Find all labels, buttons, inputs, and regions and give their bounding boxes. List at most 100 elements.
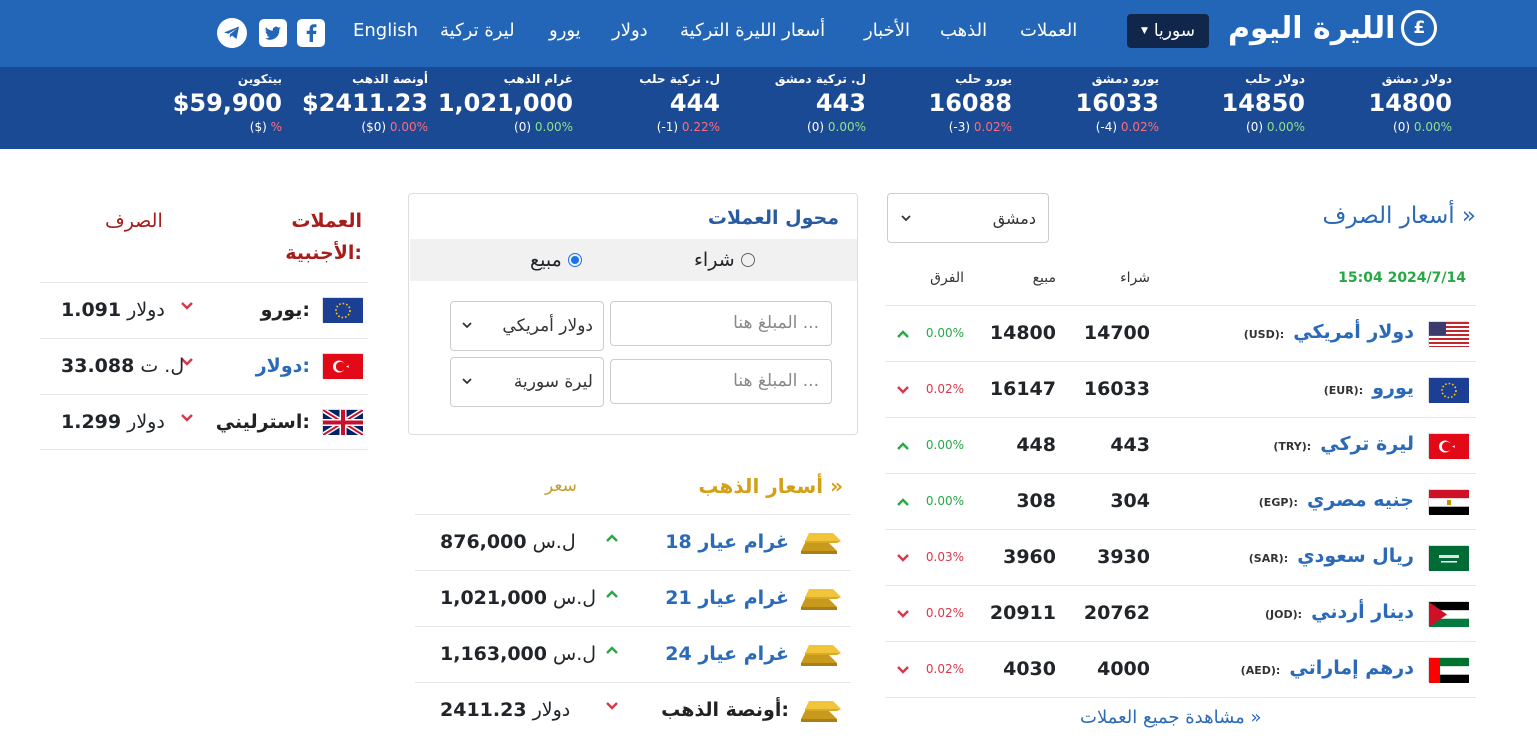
change-pct: 0.00% <box>925 437 964 452</box>
foreign-name: يورو: <box>260 299 310 321</box>
telegram-icon[interactable] <box>217 18 247 48</box>
ticker-value: 443 <box>815 89 866 117</box>
twitter-icon[interactable] <box>258 18 288 48</box>
ticker-item[interactable]: بيتكوين $59,900 ($) % <box>142 72 282 134</box>
menu-dollar[interactable]: دولار <box>612 20 648 41</box>
ticker-item[interactable]: دولار دمشق 14800 (0) 0.00% <box>1312 72 1453 134</box>
gold-unit: ل.س <box>553 643 597 665</box>
arrow-up-icon <box>896 492 910 511</box>
view-all-currencies-link[interactable]: مشاهدة جميع العملات » <box>1080 707 1262 728</box>
amount-input-to[interactable]: المبلغ هنا ... <box>610 359 832 404</box>
ticker-item[interactable]: أونصة الذهب $2411.23 ($0) 0.00% <box>268 72 428 134</box>
ticker-delta: (-4) <box>1095 120 1118 134</box>
gold-prices-title[interactable]: أسعار الذهب » <box>698 474 843 498</box>
foreign-row[interactable]: يورو: دولار 1.091 <box>40 282 368 338</box>
ticker-pct: 0.22% <box>681 120 720 134</box>
menu-gold[interactable]: الذهب <box>940 20 988 41</box>
buy-radio[interactable]: شراء <box>694 249 755 271</box>
gold-unit: دولار <box>532 699 571 721</box>
menu-english[interactable]: English <box>353 20 418 41</box>
foreign-row[interactable]: دولار: ل. ت 33.088 <box>40 338 368 394</box>
gold-row[interactable]: غرام عيار 24 ل.س 1,163,000 <box>415 626 851 682</box>
change-pct: 0.03% <box>925 549 964 564</box>
foreign-name: استرليني: <box>215 411 310 433</box>
ticker-item[interactable]: غرام الذهب 1,021,000 (0) 0.00% <box>393 72 573 134</box>
arrow-down-icon <box>896 380 910 399</box>
buy-label: شراء <box>694 249 735 271</box>
currency-row[interactable]: (AED): درهم إماراتي 4000 4030 0.02% <box>886 642 1476 698</box>
menu-turkish-lira-prices[interactable]: أسعار الليرة التركية <box>680 20 826 41</box>
currency-select-from[interactable]: دولار أمريكي <box>450 301 604 351</box>
currency-name: دينار أردني <box>1311 600 1414 623</box>
rates-rows: (USD): دولار أمريكي 14700 14800 0.00% (E… <box>886 306 1476 698</box>
gold-row[interactable]: أونصة الذهب: دولار 2411.23 <box>415 682 851 738</box>
arrow-down-icon <box>605 695 619 716</box>
ticker-item[interactable]: دولار حلب 14850 (0) 0.00% <box>1165 72 1306 134</box>
currency-code: (SAR): <box>1248 551 1289 565</box>
ticker-delta: ($) <box>249 120 267 134</box>
facebook-icon[interactable] <box>296 18 326 48</box>
exchange-rates-panel: أسعار الصرف » دمشق 15:04 2024/7/14 شراء … <box>886 193 1476 698</box>
ticker-value: 16088 <box>928 89 1013 117</box>
ticker-pct: 0.02% <box>973 120 1012 134</box>
flag-jo-icon <box>1428 600 1469 627</box>
gold-row[interactable]: غرام عيار 21 ل.س 1,021,000 <box>415 570 851 626</box>
currency-name: ريال سعودي <box>1297 544 1414 567</box>
ticker-item[interactable]: يورو دمشق 16033 (-4) 0.02% <box>1019 72 1160 134</box>
arrow-down-icon <box>896 604 910 623</box>
flag-ae-icon <box>1428 656 1469 683</box>
change-pct: 0.02% <box>925 605 964 620</box>
exchange-rates-title[interactable]: أسعار الصرف » <box>1322 203 1476 229</box>
currency-row[interactable]: (EGP): جنيه مصري 304 308 0.00% <box>886 474 1476 530</box>
site-logo[interactable]: £ الليرة اليوم <box>1228 10 1438 46</box>
amount-input-from[interactable]: المبلغ هنا ... <box>610 301 832 346</box>
currency-row[interactable]: (USD): دولار أمريكي 14700 14800 0.00% <box>886 306 1476 362</box>
sell-radio[interactable]: مبيع <box>530 249 582 271</box>
ticker-pct: 0.02% <box>1120 120 1159 134</box>
city-select[interactable]: دمشق <box>887 193 1049 243</box>
buy-price: 443 <box>1110 433 1150 456</box>
chevron-down-icon <box>900 209 912 228</box>
arrow-down-icon <box>896 548 910 567</box>
gold-bar-icon <box>799 585 843 611</box>
ticker-value: 444 <box>669 89 720 117</box>
currency-converter: محول العملات شراء مبيع المبلغ هنا ... دو… <box>408 193 858 435</box>
foreign-unit: ل. ت <box>140 355 185 377</box>
foreign-price: 33.088 <box>61 355 135 377</box>
menu-news[interactable]: الأخبار <box>864 20 911 41</box>
country-dropdown[interactable]: ▼ سوريا <box>1127 14 1209 48</box>
currency-row[interactable]: (SAR): ريال سعودي 3930 3960 0.03% <box>886 530 1476 586</box>
currency-code: (EGP): <box>1258 495 1298 509</box>
ticker-value: 1,021,000 <box>437 89 573 117</box>
currency-name: ليرة تركي <box>1320 432 1414 455</box>
currency-code: (TRY): <box>1273 439 1312 453</box>
sell-price: 16147 <box>989 377 1056 400</box>
foreign-row[interactable]: استرليني: دولار 1.299 <box>40 394 368 450</box>
ticker-name: دولار دمشق <box>1381 72 1452 86</box>
foreign-unit: دولار <box>127 299 165 321</box>
currency-row[interactable]: (EUR): يورو 16033 16147 0.02% <box>886 362 1476 418</box>
ticker-pct: 0.00% <box>534 120 573 134</box>
converter-title: محول العملات <box>707 207 839 229</box>
gold-item-name: غرام عيار 24 <box>665 643 789 665</box>
ticker-item[interactable]: يورو حلب 16088 (-3) 0.02% <box>872 72 1013 134</box>
currency-row[interactable]: (JOD): دينار أردني 20762 20911 0.02% <box>886 586 1476 642</box>
ticker-item[interactable]: ل. تركية دمشق 443 (0) 0.00% <box>726 72 866 134</box>
currency-select-to[interactable]: ليرة سورية <box>450 357 604 407</box>
ticker-pct: 0.00% <box>389 120 428 134</box>
gold-bar-icon <box>799 641 843 667</box>
sell-price: 14800 <box>989 321 1056 344</box>
menu-currencies[interactable]: العملات <box>1020 20 1078 41</box>
ticker-name: ل. تركية حلب <box>639 72 720 86</box>
gold-row[interactable]: غرام عيار 18 ل.س 876,000 <box>415 514 851 570</box>
menu-turkish-lira[interactable]: ليرة تركية <box>440 20 515 41</box>
rates-table: 15:04 2024/7/14 شراء مبيع الفرق <box>886 255 1476 306</box>
buy-price: 20762 <box>1083 601 1150 624</box>
ticker-name: دولار حلب <box>1245 72 1305 86</box>
arrow-up-icon <box>896 436 910 455</box>
city-value: دمشق <box>992 208 1036 228</box>
ticker-item[interactable]: ل. تركية حلب 444 (-1) 0.22% <box>580 72 720 134</box>
currency-row[interactable]: (TRY): ليرة تركي 443 448 0.00% <box>886 418 1476 474</box>
ticker-name: أونصة الذهب <box>352 72 428 86</box>
menu-euro[interactable]: يورو <box>549 20 581 41</box>
